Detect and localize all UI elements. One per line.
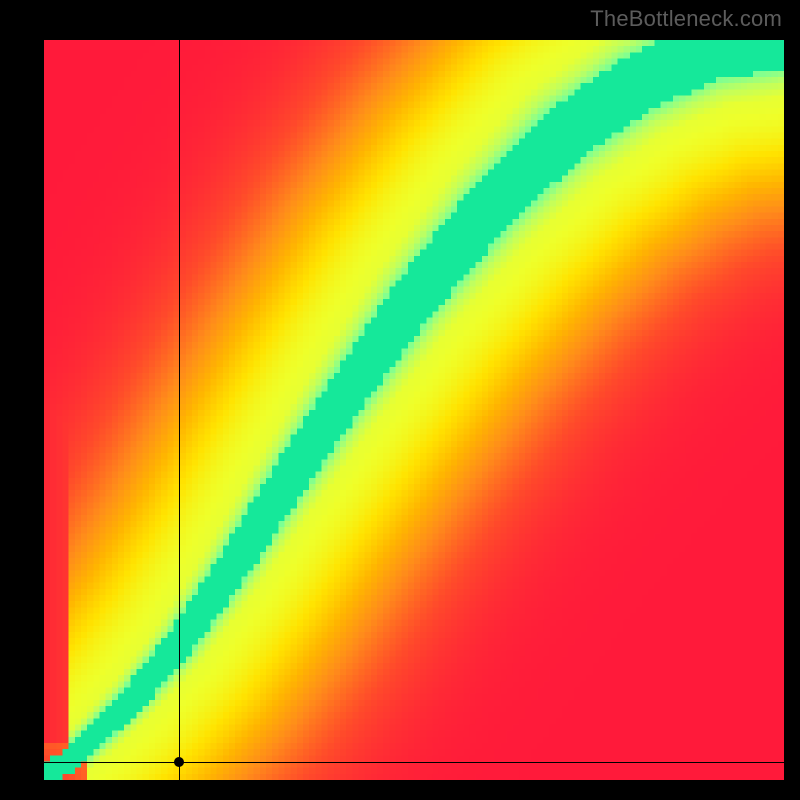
heatmap-canvas — [44, 40, 784, 780]
crosshair-vertical — [179, 40, 180, 780]
crosshair-marker — [174, 757, 184, 767]
heatmap-plot-area — [44, 40, 784, 780]
crosshair-horizontal — [44, 762, 784, 763]
watermark-text: TheBottleneck.com — [590, 6, 782, 32]
